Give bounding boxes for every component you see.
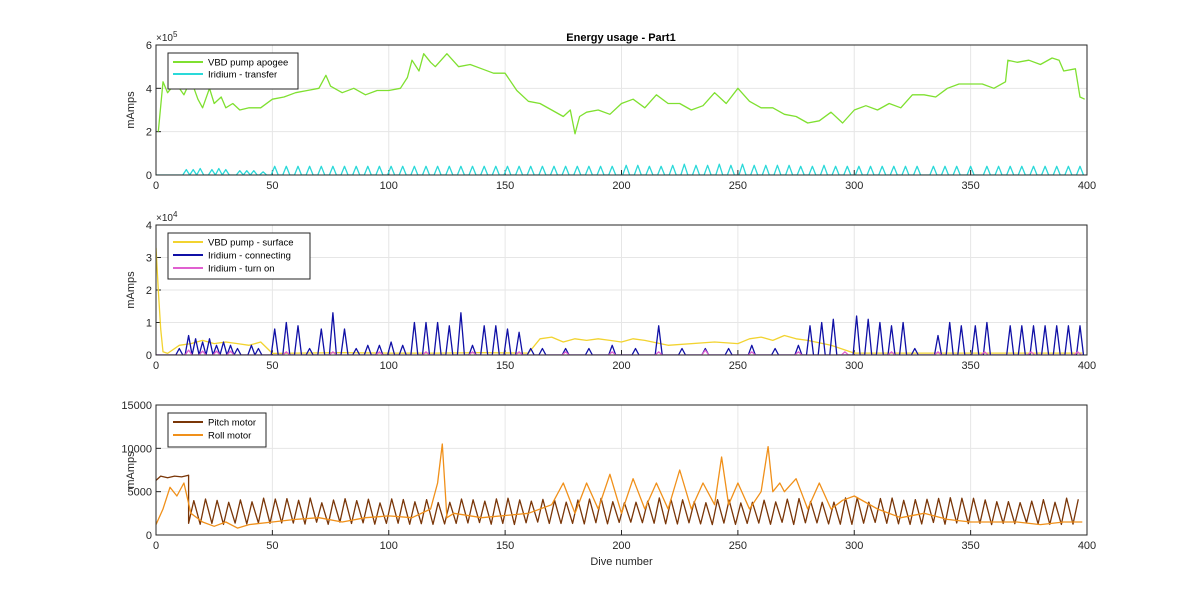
x-tick-label: 300 — [845, 180, 863, 192]
exponent-value: 4 — [173, 210, 178, 219]
y-tick-label: 2 — [146, 285, 152, 297]
x-tick-label: 100 — [380, 360, 398, 372]
y-tick-label: 0 — [146, 350, 152, 362]
exponent-label: ×104 — [156, 210, 178, 224]
series-line — [157, 53, 1085, 135]
y-tick-label: 6 — [146, 40, 152, 52]
y-tick-label: 0 — [146, 530, 152, 542]
x-tick-label: 100 — [380, 180, 398, 192]
series-line — [156, 474, 1079, 526]
legend-entry: Roll motor — [208, 431, 251, 442]
series-group — [156, 53, 1085, 175]
x-tick-label: 400 — [1078, 180, 1096, 192]
y-tick-label: 0 — [146, 170, 152, 182]
y-tick-label: 10000 — [121, 443, 152, 455]
x-tick-label: 50 — [266, 180, 278, 192]
legend-box — [167, 412, 267, 448]
series-line — [156, 443, 1083, 529]
x-tick-label: 350 — [961, 540, 979, 552]
x-tick-label: 50 — [266, 540, 278, 552]
x-tick-label: 200 — [612, 540, 630, 552]
x-tick-label: 100 — [380, 540, 398, 552]
y-tick-label: 5000 — [128, 487, 152, 499]
legend: Pitch motor Roll motor — [167, 412, 267, 448]
x-tick-label: 350 — [961, 180, 979, 192]
figure-title: Energy usage - Part1 — [566, 32, 675, 44]
y-axis-label: mAmps — [125, 451, 137, 489]
legend: VBD pump - surface Iridium - connecting Ir… — [167, 232, 311, 280]
legend-entry: VBD pump - surface — [208, 238, 294, 249]
x-axis-label: Dive number — [590, 556, 653, 568]
y-tick-label: 4 — [146, 220, 152, 232]
x-tick-label: 0 — [153, 180, 159, 192]
y-axis-label: mAmps — [125, 271, 137, 309]
series-group — [156, 247, 1085, 355]
y-axis-label: mAmps — [125, 91, 137, 129]
y-tick-label: 2 — [146, 127, 152, 139]
legend-entry: Iridium - connecting — [208, 251, 291, 262]
y-tick-label: 3 — [146, 253, 152, 265]
x-tick-label: 400 — [1078, 540, 1096, 552]
y-tick-label: 1 — [146, 318, 152, 330]
x-tick-label: 350 — [961, 360, 979, 372]
legend-entry: Pitch motor — [208, 418, 256, 429]
x-tick-label: 150 — [496, 540, 514, 552]
y-tick-label: 4 — [146, 83, 152, 95]
x-tick-label: 200 — [612, 180, 630, 192]
axes-box — [155, 224, 1088, 356]
x-tick-label: 200 — [612, 360, 630, 372]
x-tick-label: 150 — [496, 360, 514, 372]
y-tick-label: 15000 — [121, 400, 152, 412]
x-tick-label: 50 — [266, 360, 278, 372]
x-tick-label: 400 — [1078, 360, 1096, 372]
x-tick-label: 250 — [729, 360, 747, 372]
series-line — [156, 349, 1083, 355]
legend-entry: VBD pump apogee — [208, 58, 288, 69]
x-tick-label: 0 — [153, 540, 159, 552]
x-tick-label: 0 — [153, 360, 159, 372]
x-tick-label: 150 — [496, 180, 514, 192]
panel-1: 0 50 100 150 200 250 300 350 400 0 2 4 6 ×105 mAmps VBD… — [125, 30, 1096, 192]
series-group — [156, 443, 1083, 529]
x-tick-label: 250 — [729, 540, 747, 552]
exponent-label: ×105 — [156, 30, 178, 44]
legend-entry: Iridium - turn on — [208, 264, 275, 275]
panel-3: 0 50 100 150 200 250 300 350 400 0 5000 10000 15000 m… — [121, 400, 1096, 568]
panel-2: 0 50 100 150 200 250 300 350 40001234×104mAmpsVB… — [125, 210, 1096, 372]
x-tick-label: 300 — [845, 540, 863, 552]
legend-box — [167, 52, 299, 90]
axes-box — [155, 404, 1088, 536]
exponent-value: 5 — [173, 30, 178, 39]
axes-box — [155, 44, 1088, 176]
legend-entry: Iridium - transfer — [208, 70, 277, 81]
x-tick-label: 250 — [729, 180, 747, 192]
series-line — [156, 312, 1085, 355]
panels: 0 50 100 150 200 250 300 350 4000246×105mAmpsVBD… — [121, 30, 1096, 568]
x-tick-label: 300 — [845, 360, 863, 372]
series-line — [156, 163, 1085, 175]
